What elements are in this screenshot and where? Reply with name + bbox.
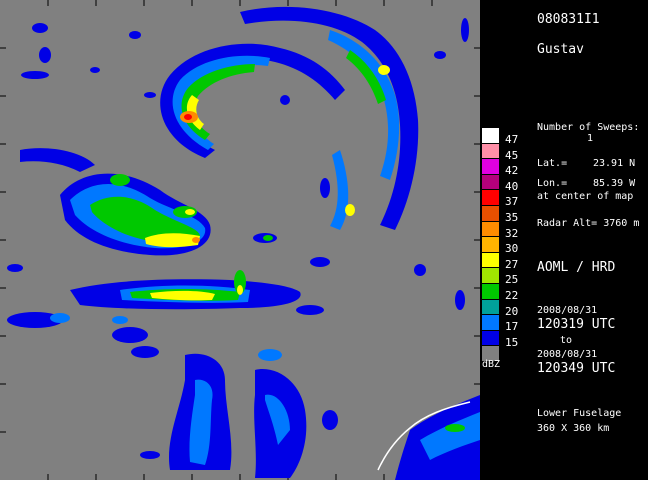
end-time: 120349 UTC	[537, 361, 616, 376]
end-date: 2008/08/31	[537, 349, 598, 360]
sweeps-label: Number of Sweeps:	[537, 122, 640, 133]
colorbar-cell	[482, 159, 499, 175]
colorbar-cell	[482, 299, 499, 316]
colorbar-label: 45	[505, 148, 519, 162]
colorbar-cell	[482, 221, 499, 238]
colorbar-cell	[482, 205, 499, 222]
colorbar-label: 17	[505, 320, 519, 334]
outer-rainband	[240, 6, 419, 230]
coastline-echoes	[377, 395, 480, 480]
colorbar-cell	[482, 346, 499, 362]
colorbar-label: 30	[505, 242, 519, 256]
radar-altitude: Radar Alt= 3760 m	[537, 218, 640, 229]
colorbar-cell	[482, 252, 499, 269]
colorbar-cell	[482, 237, 499, 253]
colorbar-label: 32	[505, 226, 519, 240]
scattered-echoes	[21, 18, 469, 310]
storm-id: 080831I1	[537, 12, 600, 27]
colorbar-label: 42	[505, 164, 519, 178]
start-date: 2008/08/31	[537, 305, 598, 316]
agency: AOML / HRD	[537, 260, 616, 275]
radar-name: Lower Fuselage	[537, 408, 622, 419]
colorbar-label: 37	[505, 195, 519, 209]
lower-rainband	[7, 257, 330, 361]
lat-label: Lat.=	[537, 158, 568, 169]
bottom-echoes	[140, 353, 338, 478]
radar-range: 360 X 360 km	[537, 423, 610, 434]
lat-value: 23.91 N	[593, 158, 636, 169]
colorbar-label: 15	[505, 335, 519, 349]
colorbar-label: 25	[505, 273, 519, 287]
colorbar-cell	[482, 315, 499, 331]
colorbar-cell	[482, 143, 499, 160]
colorbar-cell	[482, 190, 499, 206]
center-note: at center of map	[537, 191, 634, 202]
start-time: 120319 UTC	[537, 317, 616, 332]
time-separator: to	[560, 335, 573, 346]
colorbar	[482, 128, 499, 362]
colorbar-cell	[482, 268, 499, 284]
radar-reflectivity-map	[0, 0, 480, 480]
sweeps-value: 1	[587, 133, 594, 144]
colorbar-label: 40	[505, 179, 519, 193]
colorbar-label: 47	[505, 133, 519, 146]
colorbar-label: 35	[505, 211, 519, 224]
inner-rainband	[20, 148, 330, 256]
colorbar-label: 22	[505, 289, 519, 302]
colorbar-cell	[482, 128, 499, 144]
colorbar-unit: dBZ	[482, 359, 501, 370]
colorbar-cell	[482, 174, 499, 191]
colorbar-cell	[482, 330, 499, 347]
eyewall-echo	[160, 43, 345, 158]
lon-label: Lon.=	[537, 178, 568, 189]
colorbar-label: 20	[505, 304, 519, 318]
lon-value: 85.39 W	[593, 178, 636, 189]
storm-name: Gustav	[537, 42, 584, 57]
colorbar-label: 27	[505, 257, 519, 271]
colorbar-cell	[482, 283, 499, 300]
